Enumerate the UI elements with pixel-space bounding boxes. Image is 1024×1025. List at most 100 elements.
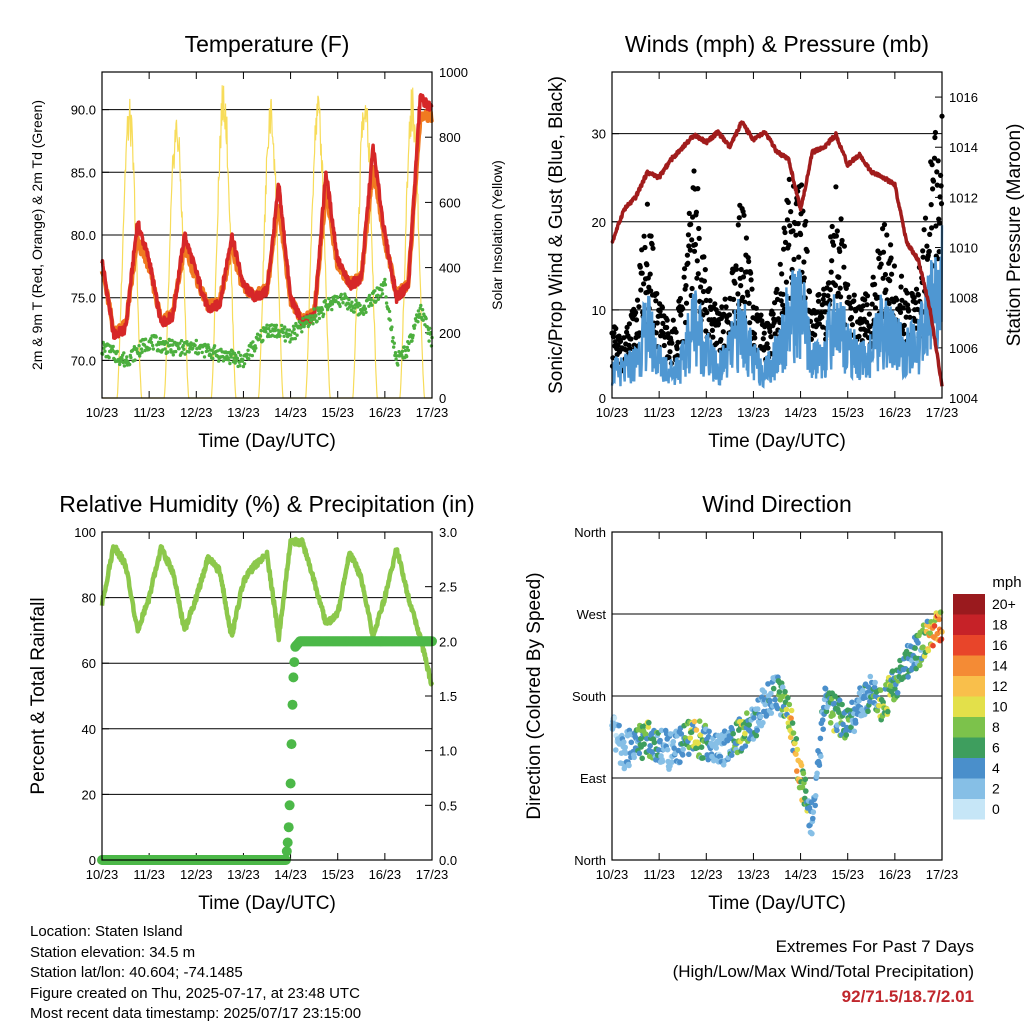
dewpoint-point <box>171 353 175 357</box>
dewpoint-point <box>250 353 254 358</box>
direction-y-axis-title: Direction (Colored By Speed) <box>524 572 545 819</box>
pressure-tick-label: 1010 <box>949 241 978 256</box>
dewpoint-point <box>181 343 185 348</box>
direction-point <box>728 752 735 758</box>
x-tick-label: 13/23 <box>227 405 260 420</box>
gust-point <box>936 216 942 222</box>
gust-point <box>664 317 670 323</box>
gust-point <box>666 354 672 361</box>
dewpoint-point <box>287 328 292 332</box>
gust-point <box>780 291 786 297</box>
gust-point <box>644 262 650 268</box>
dewpoint-point <box>410 339 414 343</box>
x-tick-label: 12/23 <box>180 867 213 882</box>
x-tick-label: 16/23 <box>369 867 402 882</box>
direction-point <box>678 731 685 737</box>
direction-point <box>695 740 702 747</box>
dewpoint-point <box>166 350 170 354</box>
dewpoint-point <box>154 335 158 339</box>
gust-point <box>784 217 791 223</box>
direction-tick-label: North <box>574 525 606 540</box>
dewpoint-point <box>194 338 198 343</box>
dewpoint-point <box>338 304 342 309</box>
x-tick-label: 15/23 <box>321 867 354 882</box>
gust-point <box>748 270 754 276</box>
gust-point <box>926 248 932 254</box>
legend-label: 2 <box>992 781 1000 797</box>
gust-point <box>654 320 660 326</box>
direction-point <box>860 687 866 694</box>
temp-left-tick-label: 85.0 <box>71 165 96 180</box>
gust-point <box>903 314 909 320</box>
direction-point <box>913 665 919 672</box>
gust-point <box>689 237 695 243</box>
gust-point <box>913 286 920 292</box>
direction-point <box>852 720 859 726</box>
dewpoint-point <box>347 297 351 302</box>
direction-point <box>768 710 775 716</box>
direction-point <box>843 732 850 738</box>
pressure-tick-label: 1016 <box>949 90 978 105</box>
pressure-line <box>610 120 944 387</box>
dewpoint-point <box>177 346 181 351</box>
dewpoint-point <box>176 344 180 348</box>
elevation-text: Station elevation: 34.5 m <box>30 943 196 961</box>
gust-point <box>695 186 701 192</box>
dewpoint-point <box>384 301 389 305</box>
dewpoint-point <box>388 318 392 322</box>
dewpoint-point <box>174 349 178 354</box>
dewpoint-point <box>393 351 398 355</box>
x-axis-title: Time (Day/UTC) <box>198 893 336 914</box>
x-tick-label: 10/23 <box>596 867 629 882</box>
direction-point <box>671 745 677 752</box>
temperature-y-axis-title: 2m & 9m T (Red, Orange) & 2m Td (Green) <box>29 100 45 370</box>
dewpoint-point <box>285 328 289 332</box>
gust-point <box>798 231 804 238</box>
dewpoint-point <box>148 347 152 351</box>
wind-tick-label: 10 <box>592 303 606 318</box>
gust-point <box>838 216 844 222</box>
gust-point <box>783 279 790 285</box>
dewpoint-point <box>202 355 207 359</box>
gust-point <box>796 254 802 260</box>
gust-point <box>751 331 758 337</box>
direction-point <box>647 743 653 749</box>
gust-point <box>934 169 940 175</box>
direction-point <box>798 762 805 769</box>
gust-point <box>865 328 871 334</box>
gust-point <box>703 328 709 334</box>
gust-point <box>659 305 666 311</box>
direction-point <box>639 755 645 762</box>
gust-point <box>752 335 758 341</box>
dewpoint-point <box>282 334 286 338</box>
direction-point <box>905 674 911 680</box>
dewpoint-point <box>380 288 384 292</box>
dewpoint-point <box>283 339 287 343</box>
x-tick-label: 12/23 <box>690 405 723 420</box>
dewpoint-point <box>321 312 326 316</box>
legend-swatch <box>953 594 985 615</box>
direction-tick-label: East <box>580 771 606 786</box>
gust-point <box>878 261 884 267</box>
gust-point <box>639 270 645 276</box>
gust-point <box>650 245 656 251</box>
direction-point <box>786 701 793 708</box>
gust-point <box>617 338 624 344</box>
direction-point <box>721 728 728 734</box>
direction-point <box>679 752 686 758</box>
dewpoint-point <box>258 334 263 338</box>
precip-tick-label: 0.5 <box>439 798 457 813</box>
direction-point <box>713 745 719 751</box>
gust-point <box>685 232 692 238</box>
gust-point <box>832 282 839 288</box>
dewpoint-point <box>295 333 299 337</box>
dewpoint-point <box>229 355 233 359</box>
gust-point <box>648 288 654 294</box>
gust-point <box>638 287 644 293</box>
gust-point <box>665 331 671 337</box>
direction-tick-label: North <box>574 853 606 868</box>
dewpoint-point <box>288 340 292 344</box>
direction-point <box>827 720 834 726</box>
dewpoint-point <box>138 354 142 358</box>
x-tick-label: 12/23 <box>690 867 723 882</box>
